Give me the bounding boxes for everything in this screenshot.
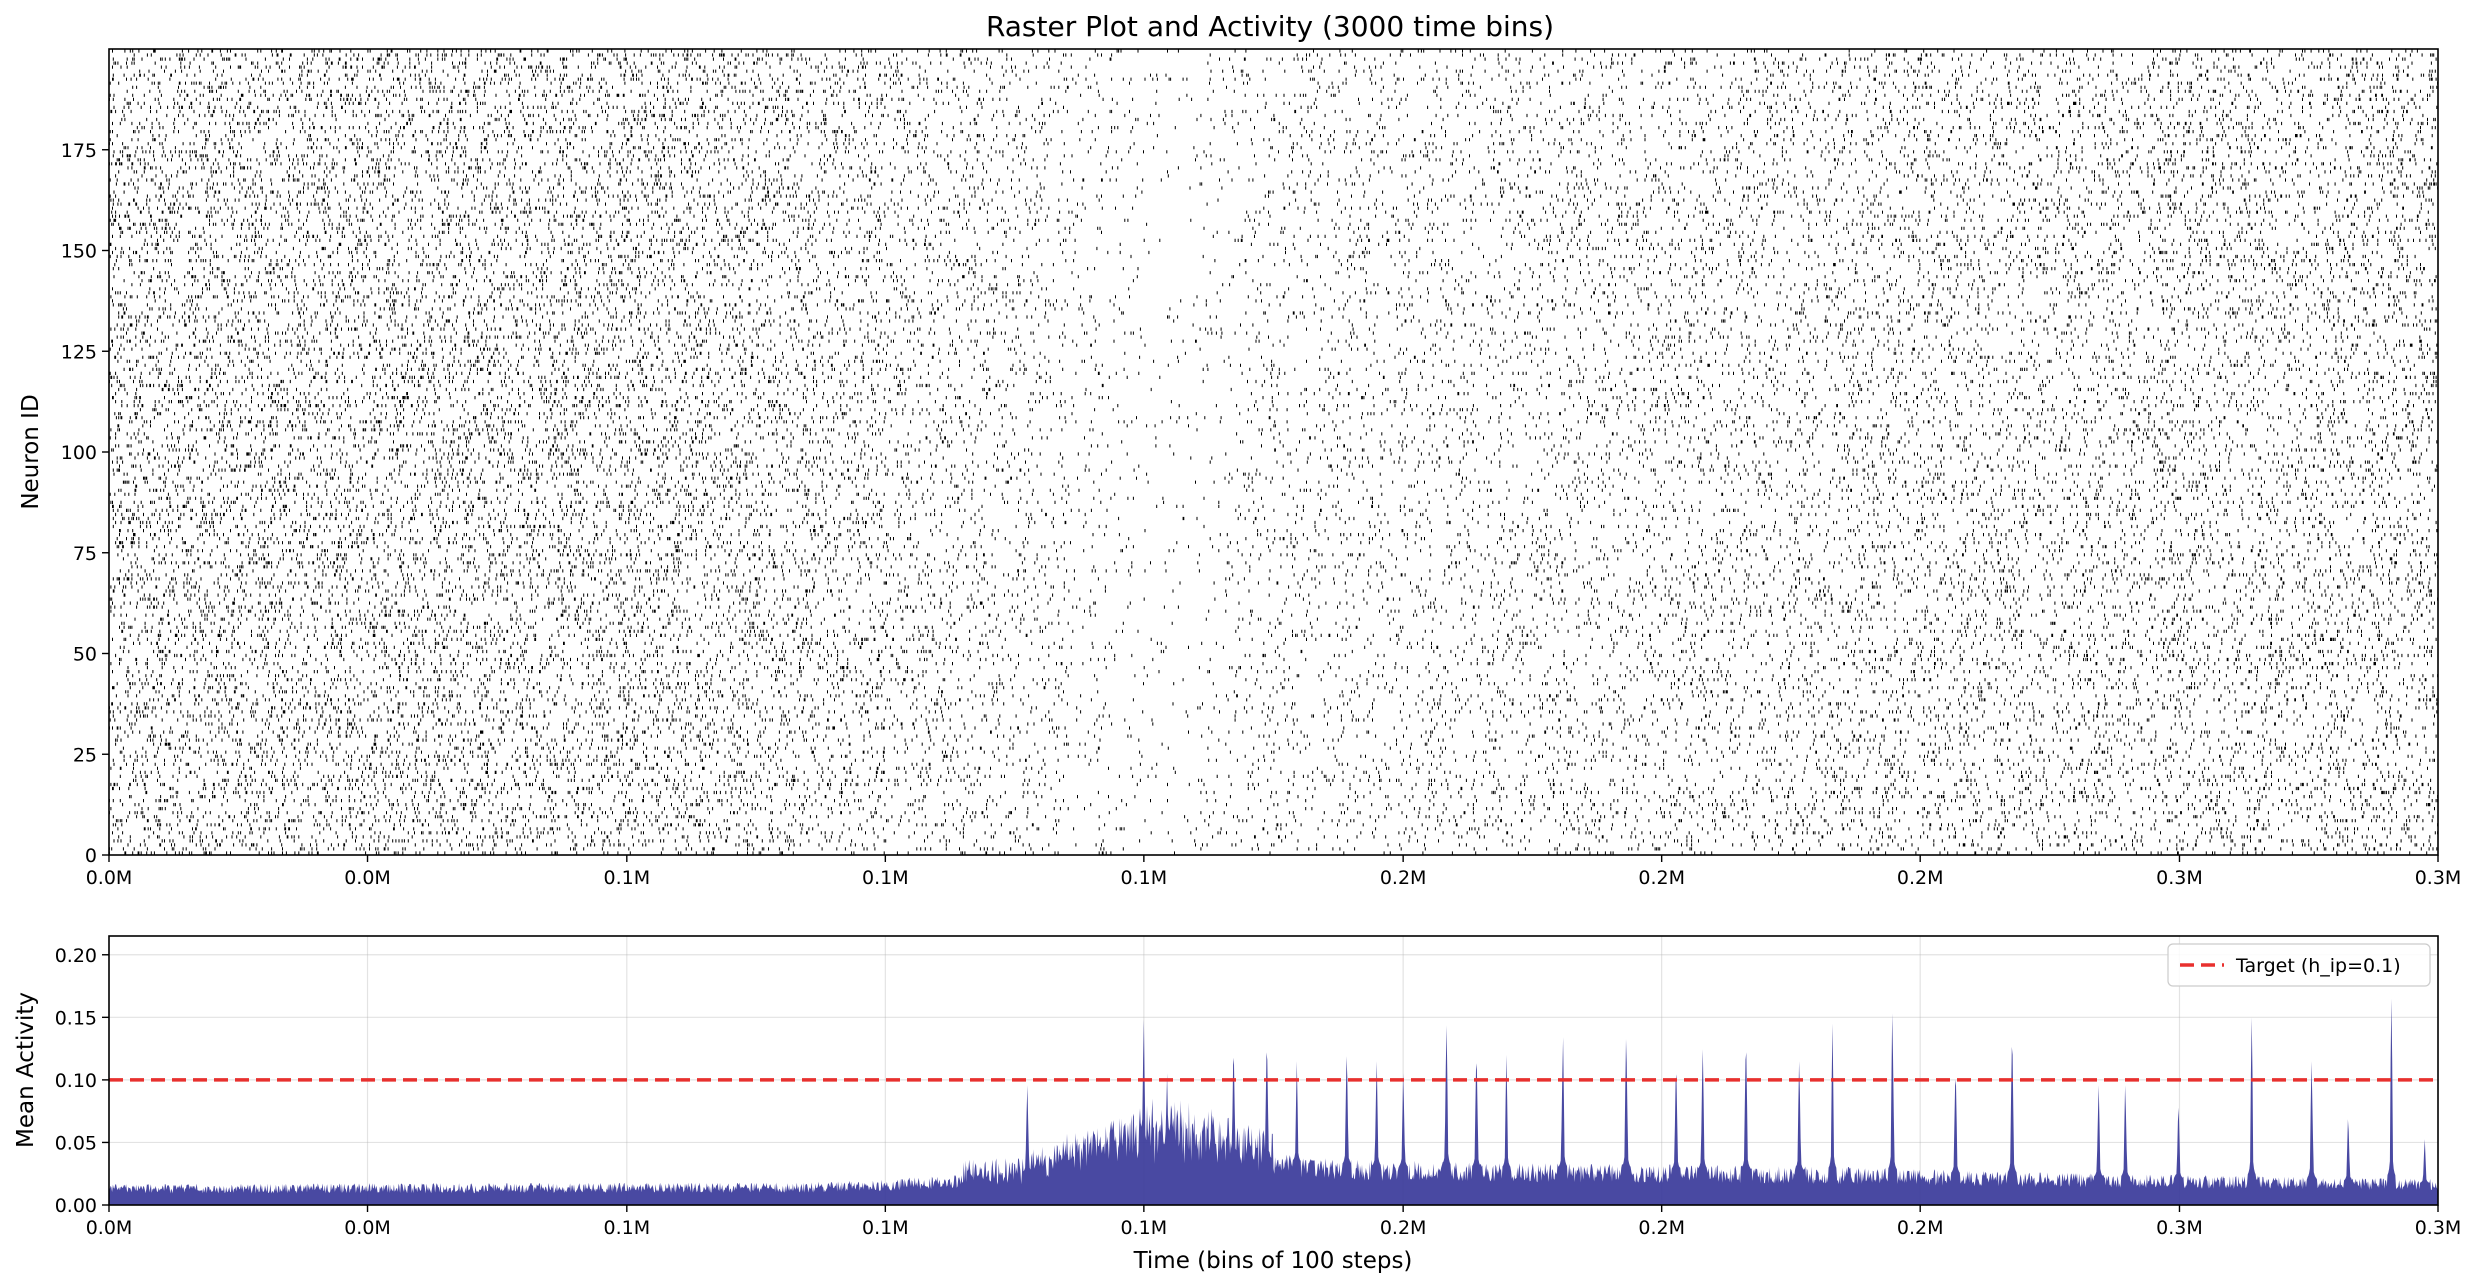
activity-y-tick-label: 0.05: [55, 1132, 97, 1154]
activity-x-tick-label: 0.3M: [2156, 1217, 2203, 1239]
activity-x-ticks: 0.0M 0.0M 0.1M 0.1M 0.1M 0.2M 0.2M 0.2M 0.3M 0.3M: [86, 1205, 2462, 1239]
raster-panel: 0.0M 0.0M 0.1M 0.1M 0.1M 0.2M 0.2M 0.2M 0.3M 0.3M…: [18, 48, 2462, 889]
activity-y-tick-label: 0.00: [55, 1195, 97, 1217]
raster-x-tick-label: 0.2M: [1380, 867, 1427, 889]
activity-x-tick-label: 0.2M: [1638, 1217, 1685, 1239]
raster-y-tick-label: 100: [61, 442, 97, 464]
activity-y-tick-label: 0.20: [55, 945, 97, 967]
activity-x-tick-label: 0.1M: [1121, 1217, 1168, 1239]
raster-y-tick-label: 25: [73, 744, 97, 766]
raster-x-ticks: 0.0M 0.0M 0.1M 0.1M 0.1M 0.2M 0.2M 0.2M 0.3M 0.3M: [86, 855, 2462, 889]
raster-y-ticks: 0 25 50 75 100 125 150 175: [61, 140, 109, 867]
raster-y-tick-label: 75: [73, 543, 97, 565]
raster-y-tick-label: 125: [61, 341, 97, 363]
activity-x-tick-label: 0.0M: [86, 1217, 133, 1239]
raster-x-tick-label: 0.1M: [862, 867, 909, 889]
raster-x-tick-label: 0.1M: [604, 867, 651, 889]
activity-y-tick-label: 0.10: [55, 1070, 97, 1092]
figure-title: Raster Plot and Activity (3000 time bins…: [986, 10, 1554, 43]
activity-x-tick-label: 0.1M: [862, 1217, 909, 1239]
activity-x-tick-label: 0.1M: [604, 1217, 651, 1239]
activity-x-tick-label: 0.3M: [2415, 1217, 2462, 1239]
raster-x-tick-label: 0.2M: [1897, 867, 1944, 889]
raster-x-tick-label: 0.0M: [86, 867, 133, 889]
raster-x-tick-label: 0.3M: [2156, 867, 2203, 889]
activity-panel: 0.0M 0.0M 0.1M 0.1M 0.1M 0.2M 0.2M 0.2M 0.3M 0.3M…: [13, 935, 2462, 1274]
activity-legend: Target (h_ip=0.1): [2167, 943, 2431, 987]
raster-background: [109, 49, 2438, 855]
activity-x-tick-label: 0.0M: [344, 1217, 391, 1239]
raster-y-tick-label: 175: [61, 140, 97, 162]
activity-y-tick-label: 0.15: [55, 1007, 97, 1029]
raster-x-tick-label: 0.1M: [1121, 867, 1168, 889]
raster-x-tick-label: 0.2M: [1638, 867, 1685, 889]
activity-background: [109, 936, 2438, 1205]
raster-x-tick-label: 0.0M: [344, 867, 391, 889]
activity-x-tick-label: 0.2M: [1897, 1217, 1944, 1239]
activity-x-label: Time (bins of 100 steps): [1133, 1248, 1413, 1274]
raster-y-label: Neuron ID: [18, 394, 44, 509]
legend-target-label: Target (h_ip=0.1): [2235, 955, 2401, 977]
raster-x-tick-label: 0.3M: [2415, 867, 2462, 889]
raster-y-tick-label: 0: [85, 845, 97, 867]
activity-frame: [108, 935, 2439, 1206]
raster-y-tick-label: 50: [73, 644, 97, 666]
activity-y-label: Mean Activity: [13, 992, 39, 1148]
activity-area: [109, 998, 2438, 1205]
activity-y-ticks: 0.00 0.05 0.10 0.15 0.20: [55, 945, 109, 1217]
legend-box: [2167, 943, 2431, 987]
activity-x-tick-label: 0.2M: [1380, 1217, 1427, 1239]
raster-y-tick-label: 150: [61, 241, 97, 263]
